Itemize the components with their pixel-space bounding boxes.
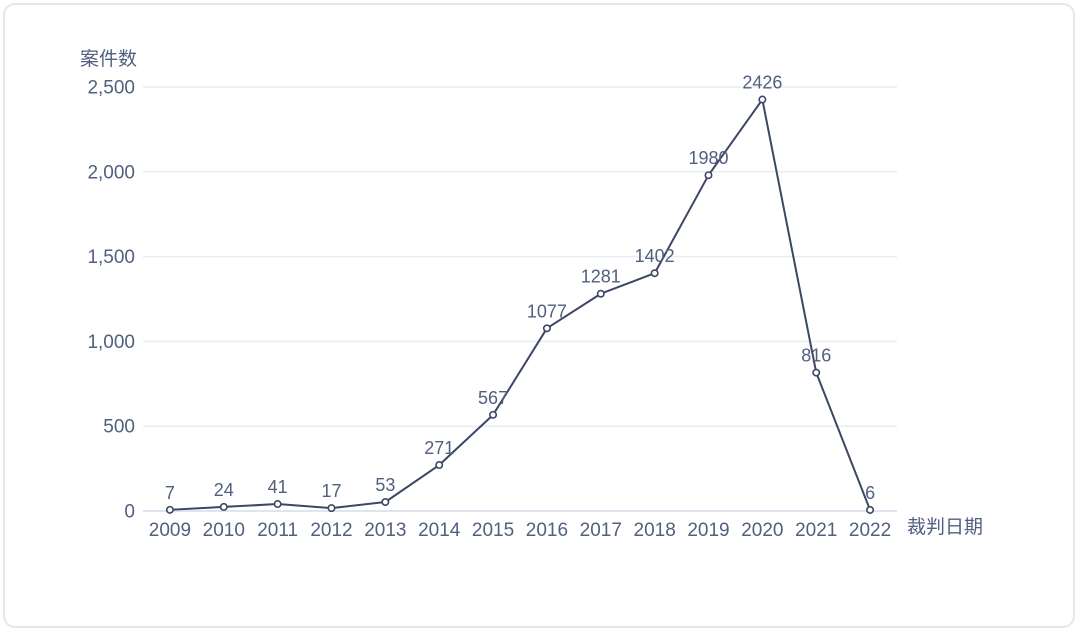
- line-chart: 0 500 1,000 1,500 2,000 2,500 2009 2010 2011 2012…: [80, 48, 983, 541]
- x-tick-label: 2017: [580, 520, 622, 541]
- data-point-label: 1402: [635, 246, 675, 266]
- x-tick-label: 2019: [687, 520, 729, 541]
- data-point: [435, 461, 444, 470]
- data-point-label: 816: [801, 346, 831, 366]
- data-point: [866, 505, 875, 514]
- data-point-label: 271: [424, 438, 454, 458]
- labels-layer: 7 24 41 17 53 271 567 1077 1281 1402 1980 2426 816 6: [165, 73, 875, 503]
- data-point: [381, 498, 390, 507]
- data-point-label: 6: [865, 483, 875, 503]
- data-point-label: 2426: [742, 73, 782, 93]
- x-tick-label: 2021: [795, 520, 837, 541]
- data-point-label: 567: [478, 388, 508, 408]
- data-point-label: 7: [165, 483, 175, 503]
- data-point: [165, 505, 174, 514]
- data-point-label: 1281: [581, 267, 621, 287]
- series-line: [169, 98, 872, 511]
- x-tick-label: 2010: [203, 520, 245, 541]
- x-axis-title: 裁判日期: [907, 516, 983, 538]
- data-point: [273, 500, 282, 509]
- y-tick-label: 2,000: [87, 162, 135, 183]
- data-point-label: 1077: [527, 301, 567, 321]
- data-point-label: 24: [214, 480, 234, 500]
- x-tick-label: 2016: [526, 520, 568, 541]
- data-point: [758, 95, 767, 104]
- x-tick-label: 2018: [634, 520, 676, 541]
- data-point-label: 17: [321, 481, 341, 501]
- y-tick-label: 1,500: [87, 247, 135, 268]
- y-axis-title: 案件数: [80, 48, 137, 70]
- data-point: [650, 269, 659, 278]
- y-tick-label: 1,000: [87, 332, 135, 353]
- grid-layer: 0 500 1,000 1,500 2,000 2,500 2009 2010 2011 2012…: [87, 78, 897, 541]
- y-tick-label: 500: [103, 417, 135, 438]
- data-point-label: 41: [268, 477, 288, 497]
- line-series: [165, 95, 875, 514]
- data-point-label: 53: [375, 475, 395, 495]
- x-tick-label: 2020: [741, 520, 783, 541]
- data-point: [704, 171, 713, 180]
- data-point: [812, 368, 821, 377]
- data-point-label: 1980: [688, 148, 728, 168]
- data-point: [219, 502, 228, 511]
- x-tick-label: 2015: [472, 520, 514, 541]
- data-point: [489, 410, 498, 419]
- y-tick-label: 0: [124, 502, 135, 523]
- x-tick-label: 2022: [849, 520, 891, 541]
- chart-card: 0 500 1,000 1,500 2,000 2,500 2009 2010 2011 2012…: [3, 3, 1075, 628]
- x-tick-label: 2012: [310, 520, 352, 541]
- data-point: [542, 324, 551, 333]
- x-tick-label: 2013: [364, 520, 406, 541]
- x-tick-label: 2009: [149, 520, 191, 541]
- y-tick-label: 2,500: [87, 78, 135, 99]
- data-point: [327, 504, 336, 513]
- data-point: [596, 289, 605, 298]
- x-tick-label: 2014: [418, 520, 461, 541]
- x-tick-label: 2011: [257, 520, 298, 541]
